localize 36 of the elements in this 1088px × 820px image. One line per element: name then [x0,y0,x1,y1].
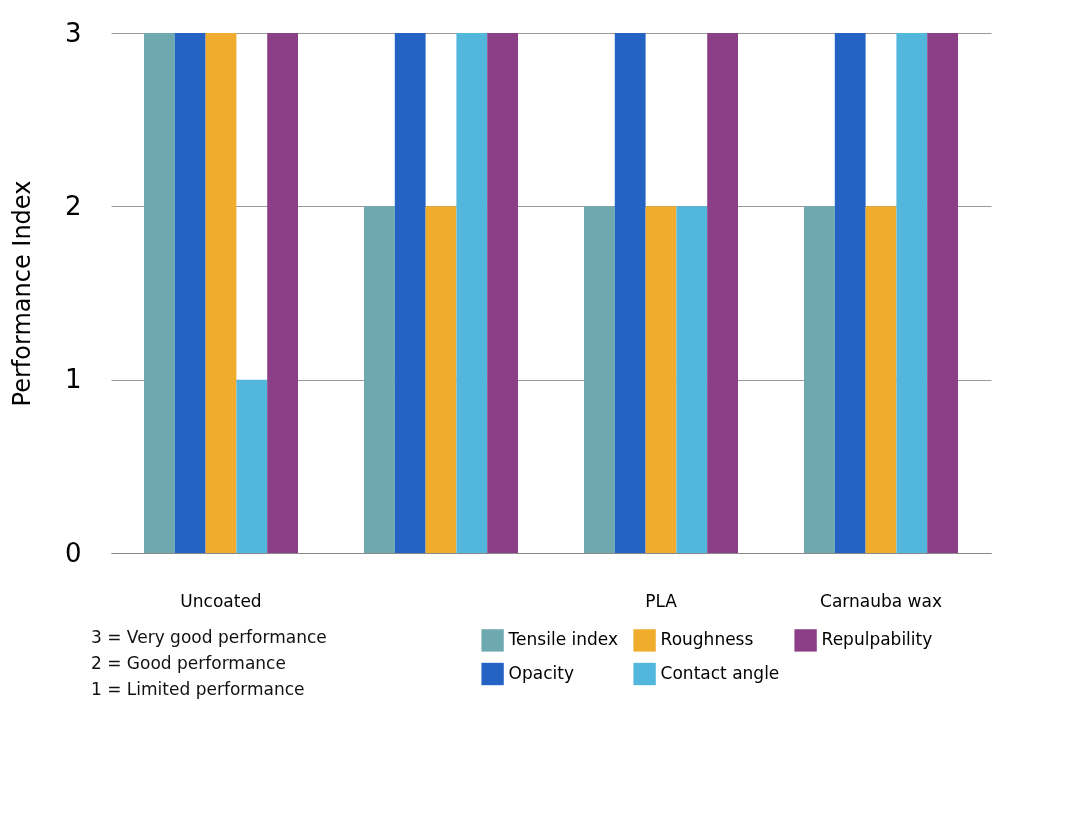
text: 1 = Limited performance [91,679,305,699]
bar [205,33,237,553]
bar [425,206,457,553]
bar [927,33,958,553]
bar [707,33,738,553]
bar [394,33,426,553]
bar [614,33,646,553]
bar [456,33,488,553]
x-tick-label: Carnauba wax [820,590,942,611]
bar [865,206,897,553]
bar [804,206,835,553]
legend-label: Repulpability [821,629,933,650]
y-tick-label: 0 [64,537,82,568]
bar [267,33,298,553]
text: 3 = Very good performance [91,627,327,647]
bar [896,33,928,553]
legend-label: Roughness [660,629,754,650]
bar [236,379,268,553]
x-tick-label: Uncoated [180,590,262,611]
bar [584,206,615,553]
y-tick-label: 1 [64,364,82,395]
bar [676,206,708,553]
y-axis-title: Performance Index [7,180,36,407]
legend-label: Tensile index [507,629,619,650]
bar [834,33,866,553]
y-tick-label: 2 [64,190,82,221]
bar [645,206,677,553]
bar [487,33,518,553]
bar [174,33,206,553]
legend-label: Opacity [508,663,574,683]
bar [364,206,395,553]
bar [144,33,175,553]
text: 2 = Good performance [91,653,286,673]
y-tick-label: 3 [64,17,82,48]
x-tick-label: PLA [645,590,678,611]
legend-label: Contact angle [660,663,780,683]
